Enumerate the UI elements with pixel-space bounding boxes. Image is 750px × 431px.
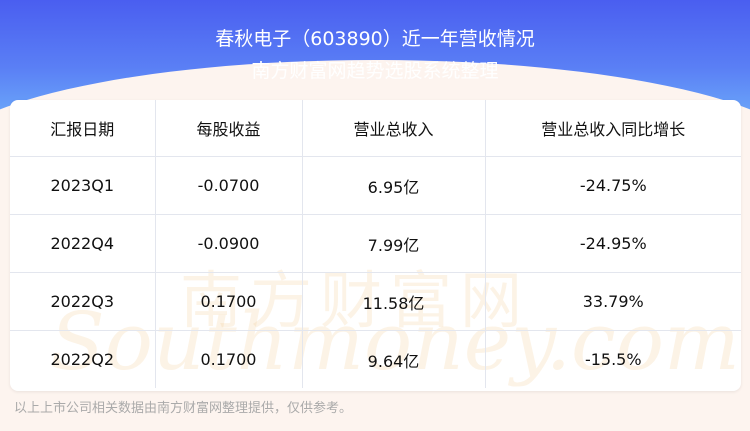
column-header: 汇报日期 (10, 100, 156, 157)
cell-date: 2022Q4 (10, 214, 156, 273)
cell-date: 2023Q1 (10, 156, 156, 215)
cell-growth: -24.75% (484, 156, 741, 215)
column-header: 营业总收入同比增长 (484, 100, 741, 157)
cell-eps: 0.1700 (154, 330, 303, 388)
cell-revenue: 6.95亿 (301, 156, 486, 215)
table-row: 2023Q1 -0.0700 6.95亿 -24.75% (10, 156, 741, 215)
table-header-row: 汇报日期 每股收益 营业总收入 营业总收入同比增长 (10, 100, 741, 157)
column-header: 每股收益 (154, 100, 303, 157)
table-row: 2022Q3 0.1700 11.58亿 33.79% (10, 272, 741, 331)
cell-revenue: 9.64亿 (301, 330, 486, 388)
revenue-table: 汇报日期 每股收益 营业总收入 营业总收入同比增长 2023Q1 -0.0700… (10, 100, 741, 388)
page-subtitle: 南方财富网趋势选股系统整理 (251, 60, 499, 82)
column-header: 营业总收入 (301, 100, 486, 157)
cell-growth: -15.5% (484, 330, 741, 388)
page-title: 春秋电子（603890）近一年营收情况 (215, 28, 535, 50)
cell-date: 2022Q2 (10, 330, 156, 388)
data-table-card: 南方财富网 Southmoney.com 汇报日期 每股收益 营业总收入 营业总… (10, 100, 741, 391)
table-row: 2022Q2 0.1700 9.64亿 -15.5% (10, 330, 741, 388)
cell-eps: 0.1700 (154, 272, 303, 331)
cell-growth: -24.95% (484, 214, 741, 273)
cell-eps: -0.0900 (154, 214, 303, 273)
cell-revenue: 7.99亿 (301, 214, 486, 273)
cell-eps: -0.0700 (154, 156, 303, 215)
table-row: 2022Q4 -0.0900 7.99亿 -24.95% (10, 214, 741, 273)
cell-growth: 33.79% (484, 272, 741, 331)
cell-date: 2022Q3 (10, 272, 156, 331)
footer-disclaimer: 以上上市公司相关数据由南方财富网整理提供，仅供参考。 (14, 401, 353, 416)
cell-revenue: 11.58亿 (301, 272, 486, 331)
